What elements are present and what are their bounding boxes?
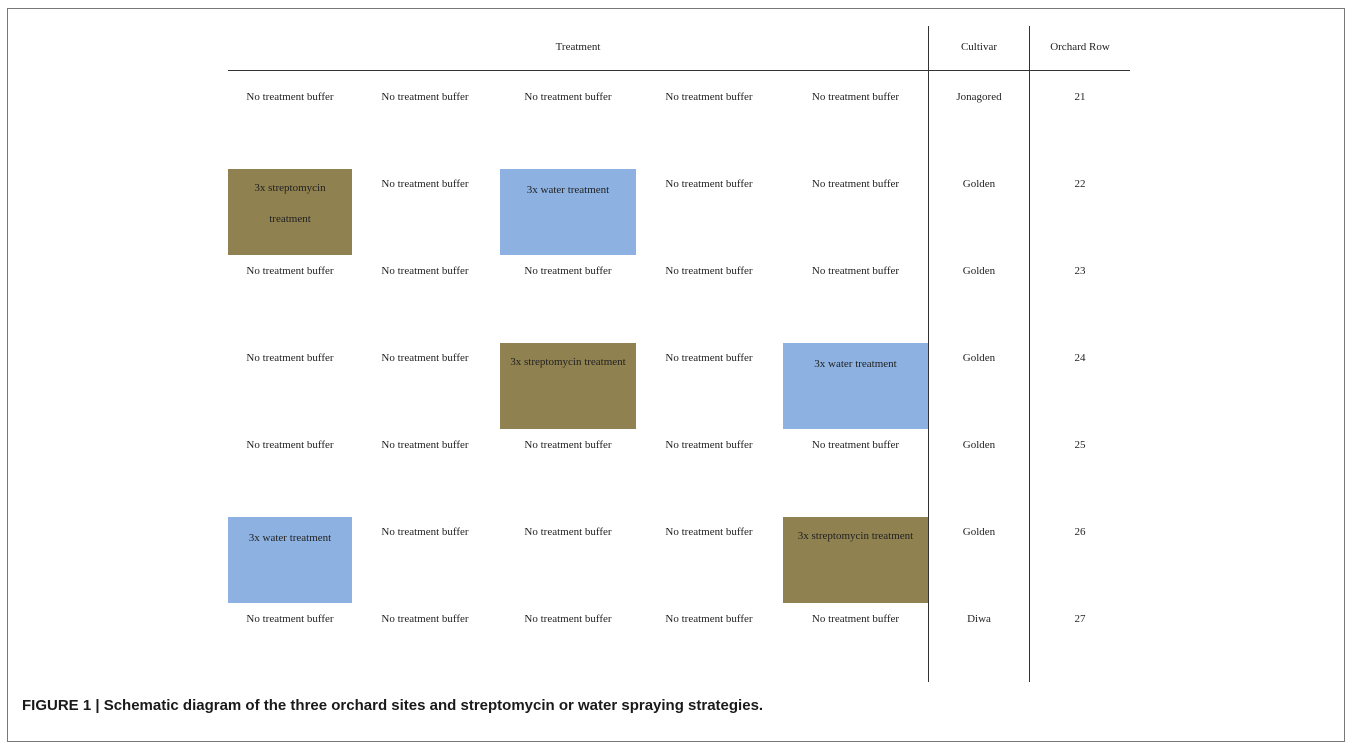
no-treatment-buffer-cell: No treatment buffer [381,526,469,538]
no-treatment-buffer-cell: No treatment buffer [665,178,753,190]
orchard-row-number: 23 [1074,265,1086,277]
no-treatment-buffer-cell: No treatment buffer [246,265,334,277]
cultivar-label: Jonagored [956,91,1002,103]
orchard-row-number: 26 [1074,526,1086,538]
orchard-row-number: 25 [1074,439,1086,451]
no-treatment-buffer-cell: No treatment buffer [246,439,334,451]
orchard-row-number: 27 [1074,613,1086,625]
cultivar-label: Golden [962,178,996,190]
figure-caption: FIGURE 1 | Schematic diagram of the thre… [22,697,764,714]
no-treatment-buffer-cell: No treatment buffer [524,613,612,625]
no-treatment-buffer-cell: No treatment buffer [811,91,900,103]
cultivar-header: Cultivar [960,41,998,53]
header-divider [228,70,1130,71]
no-treatment-buffer-cell: No treatment buffer [665,91,753,103]
orchard-row-number: 22 [1074,178,1086,190]
cultivar-row-divider [1029,26,1030,682]
no-treatment-buffer-cell: No treatment buffer [381,91,469,103]
cultivar-label: Golden [962,526,996,538]
no-treatment-buffer-cell: No treatment buffer [381,439,469,451]
no-treatment-buffer-cell: No treatment buffer [811,265,900,277]
treatment-header: Treatment [555,41,601,53]
streptomycin-treatment-cell: 3x streptomycin treatment [228,169,352,255]
orchard-row-header: Orchard Row [1050,41,1110,53]
no-treatment-buffer-cell: No treatment buffer [811,613,900,625]
orchard-row-number: 21 [1074,91,1086,103]
no-treatment-buffer-cell: No treatment buffer [665,352,753,364]
no-treatment-buffer-cell: No treatment buffer [811,439,900,451]
no-treatment-buffer-cell: No treatment buffer [811,178,900,190]
no-treatment-buffer-cell: No treatment buffer [665,265,753,277]
no-treatment-buffer-cell: No treatment buffer [246,91,334,103]
treatment-cultivar-divider [928,26,929,682]
water-treatment-cell: 3x water treatment [783,343,928,429]
no-treatment-buffer-cell: No treatment buffer [524,91,612,103]
cultivar-label: Diwa [967,613,991,625]
water-treatment-cell: 3x water treatment [500,169,636,255]
no-treatment-buffer-cell: No treatment buffer [381,178,469,190]
streptomycin-treatment-cell: 3x streptomycin treatment [500,343,636,429]
no-treatment-buffer-cell: No treatment buffer [524,265,612,277]
no-treatment-buffer-cell: No treatment buffer [524,526,612,538]
no-treatment-buffer-cell: No treatment buffer [381,352,469,364]
no-treatment-buffer-cell: No treatment buffer [665,613,753,625]
no-treatment-buffer-cell: No treatment buffer [524,439,612,451]
cultivar-label: Golden [962,265,996,277]
no-treatment-buffer-cell: No treatment buffer [665,526,753,538]
no-treatment-buffer-cell: No treatment buffer [246,613,334,625]
no-treatment-buffer-cell: No treatment buffer [381,265,469,277]
water-treatment-cell: 3x water treatment [228,517,352,603]
cultivar-label: Golden [962,352,996,364]
orchard-row-number: 24 [1074,352,1086,364]
no-treatment-buffer-cell: No treatment buffer [665,439,753,451]
figure-frame [7,8,1345,742]
no-treatment-buffer-cell: No treatment buffer [246,352,334,364]
no-treatment-buffer-cell: No treatment buffer [381,613,469,625]
streptomycin-treatment-cell: 3x streptomycin treatment [783,517,928,603]
cultivar-label: Golden [962,439,996,451]
